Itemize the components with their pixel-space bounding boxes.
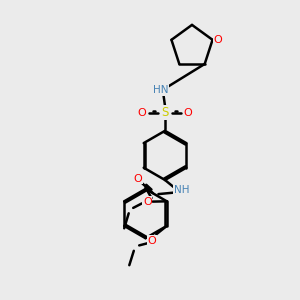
Text: O: O (147, 236, 156, 246)
Text: O: O (184, 107, 193, 118)
Text: S: S (161, 106, 169, 119)
Text: O: O (137, 107, 146, 118)
Text: O: O (134, 173, 142, 184)
Text: O: O (214, 35, 222, 45)
Text: NH: NH (174, 185, 189, 195)
Text: HN: HN (153, 85, 168, 95)
Text: O: O (143, 197, 152, 207)
